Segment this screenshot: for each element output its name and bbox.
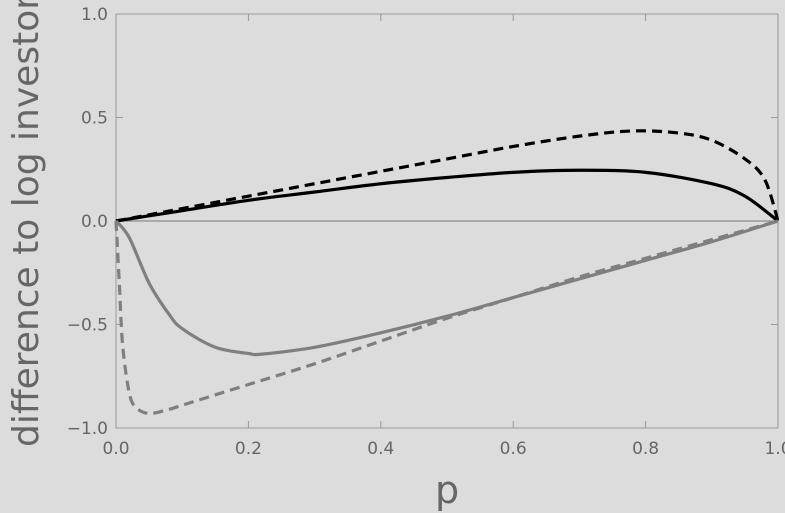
x-tick-label: 0.4 <box>367 439 394 459</box>
series-layer <box>114 129 780 416</box>
y-axis-title: difference to log investor <box>6 0 47 447</box>
y-axis-ticks: −1.0 −0.5 0.0 0.5 1.0 <box>67 5 778 439</box>
y-tick-label: 0.5 <box>81 109 108 129</box>
x-tick-label: 0.8 <box>632 439 659 459</box>
series-gray-dashed <box>114 219 779 416</box>
series-gray-solid <box>114 219 779 357</box>
x-tick-label: 0.6 <box>500 439 527 459</box>
series-black-solid <box>115 168 779 223</box>
y-tick-label: 1.0 <box>81 5 108 25</box>
x-axis-title: p <box>435 468 459 512</box>
x-tick-label: 0.2 <box>235 439 262 459</box>
y-tick-label: −1.0 <box>67 419 108 439</box>
series-black-dashed <box>115 129 780 223</box>
y-tick-label: −0.5 <box>67 316 108 336</box>
x-tick-label: 1.0 <box>764 439 785 459</box>
x-tick-label: 0.0 <box>102 439 129 459</box>
x-axis-ticks: 0.0 0.2 0.4 0.6 0.8 1.0 <box>102 14 785 459</box>
y-tick-label: 0.0 <box>81 212 108 232</box>
